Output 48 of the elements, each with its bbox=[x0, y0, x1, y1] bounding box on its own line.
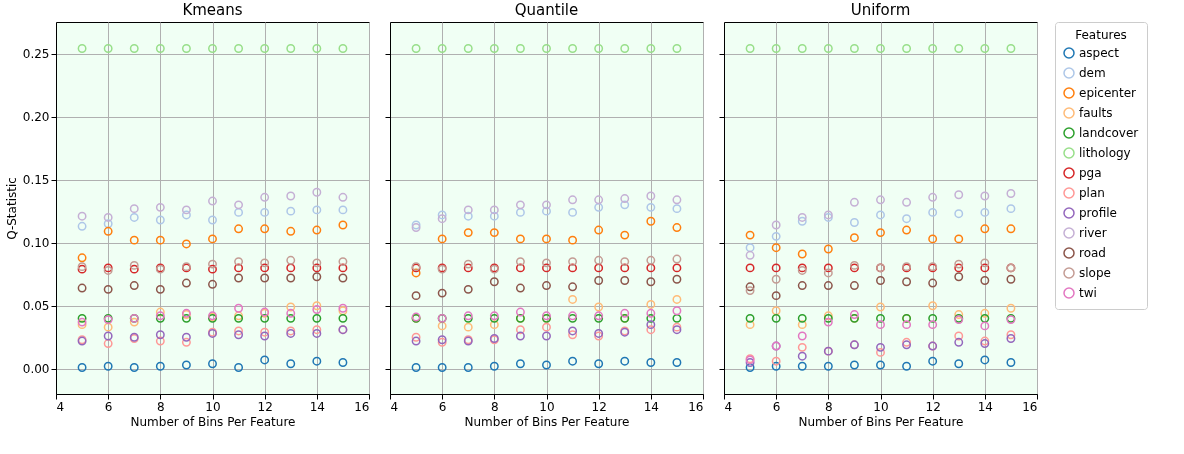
y-tick-label: 0.10 bbox=[22, 236, 50, 251]
x-tick-label: 14 bbox=[309, 399, 325, 414]
x-tick-label: 16 bbox=[354, 399, 370, 414]
x-tick-label: 14 bbox=[643, 399, 659, 414]
legend-label: lithology bbox=[1079, 146, 1131, 160]
chart-title: Quantile bbox=[514, 1, 579, 19]
x-axis-title: Number of Bins Per Feature bbox=[464, 414, 630, 429]
x-tick-label: 12 bbox=[591, 399, 607, 414]
x-tick-label: 6 bbox=[438, 399, 447, 414]
x-axis-title: Number of Bins Per Feature bbox=[798, 414, 964, 429]
x-tick-label: 10 bbox=[205, 399, 221, 414]
legend-label: epicenter bbox=[1079, 86, 1137, 100]
x-tick-label: 6 bbox=[772, 399, 781, 414]
legend-label: pga bbox=[1079, 166, 1102, 180]
x-tick-label: 12 bbox=[257, 399, 273, 414]
legend-label: plan bbox=[1079, 186, 1105, 200]
x-tick-label: 16 bbox=[688, 399, 704, 414]
y-axis-title: Q-Statistic bbox=[4, 177, 19, 240]
legend-title: Features bbox=[1075, 28, 1127, 42]
x-tick-label: 6 bbox=[104, 399, 113, 414]
y-tick-label: 0.05 bbox=[22, 299, 50, 314]
legend-label: faults bbox=[1079, 106, 1113, 120]
x-tick-label: 10 bbox=[873, 399, 889, 414]
x-tick-label: 4 bbox=[390, 399, 399, 414]
legend-label: landcover bbox=[1079, 126, 1139, 140]
legend-label: twi bbox=[1079, 286, 1097, 300]
legend-label: slope bbox=[1079, 266, 1111, 280]
x-tick-label: 16 bbox=[1022, 399, 1038, 414]
x-axis-title: Number of Bins Per Feature bbox=[130, 414, 296, 429]
x-tick-label: 4 bbox=[56, 399, 65, 414]
legend-label: river bbox=[1079, 226, 1107, 240]
chart-title: Uniform bbox=[850, 0, 911, 19]
x-tick-label: 12 bbox=[925, 399, 941, 414]
y-tick-label: 0.15 bbox=[22, 173, 50, 188]
x-tick-label: 14 bbox=[977, 399, 993, 414]
x-tick-label: 8 bbox=[825, 399, 833, 414]
legend-label: road bbox=[1079, 246, 1106, 260]
x-tick-label: 8 bbox=[157, 399, 165, 414]
legend-label: aspect bbox=[1079, 46, 1120, 60]
y-tick-label: 0.00 bbox=[22, 362, 50, 377]
x-tick-label: 8 bbox=[491, 399, 499, 414]
x-tick-label: 10 bbox=[539, 399, 555, 414]
legend-label: dem bbox=[1079, 66, 1106, 80]
chart-title: Kmeans bbox=[182, 1, 243, 19]
y-tick-label: 0.25 bbox=[22, 47, 50, 62]
y-tick-label: 0.20 bbox=[22, 110, 50, 125]
legend-label: profile bbox=[1079, 206, 1117, 220]
x-tick-label: 4 bbox=[724, 399, 733, 414]
